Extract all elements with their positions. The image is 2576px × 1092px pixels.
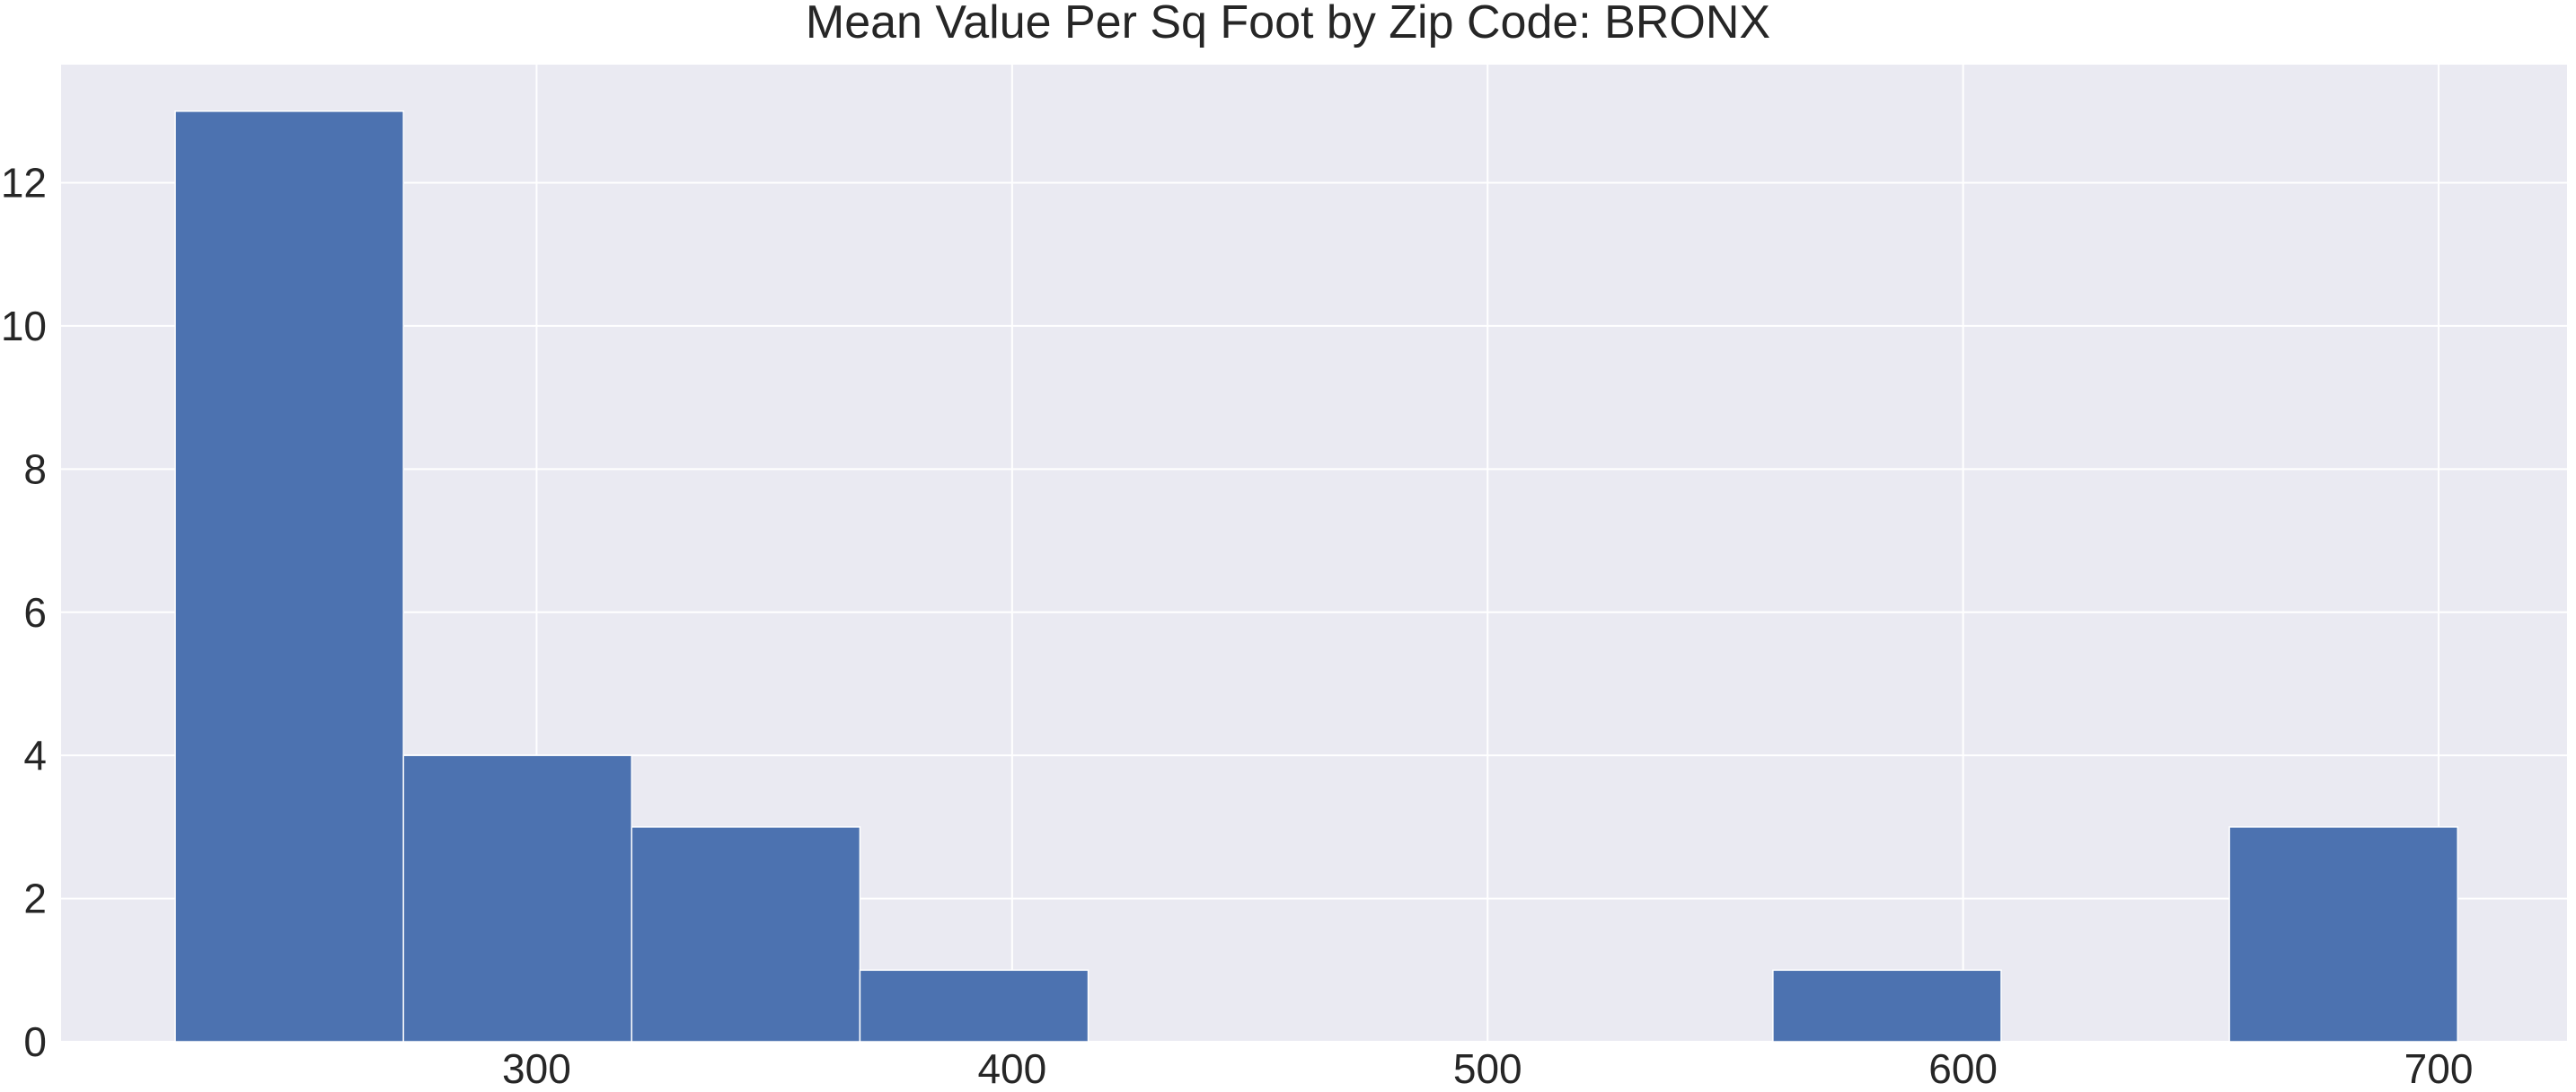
y-tick-label: 0 — [23, 1018, 47, 1065]
histogram-bar — [174, 110, 404, 1043]
y-tick-label: 6 — [23, 589, 47, 636]
bars — [174, 110, 2458, 1043]
histogram-bar — [859, 969, 1090, 1043]
x-axis-ticks: 300 400 500 600 700 — [502, 1045, 2473, 1092]
histogram-bar — [2228, 826, 2458, 1043]
y-axis-ticks: 0 2 4 6 8 10 12 — [1, 160, 47, 1065]
y-tick-label: 4 — [23, 732, 47, 779]
x-tick-label: 500 — [1453, 1045, 1522, 1092]
y-tick-label: 2 — [23, 876, 47, 922]
x-tick-label: 700 — [2404, 1045, 2474, 1092]
y-tick-label: 12 — [1, 160, 47, 207]
x-tick-label: 300 — [502, 1045, 571, 1092]
histogram-bar — [1772, 969, 2002, 1043]
chart-title: Mean Value Per Sq Foot by Zip Code: BRON… — [806, 0, 1770, 48]
y-tick-label: 8 — [23, 445, 47, 492]
y-tick-label: 10 — [1, 303, 47, 349]
x-tick-label: 600 — [1928, 1045, 1998, 1092]
x-tick-label: 400 — [977, 1045, 1046, 1092]
histogram-bar — [402, 754, 633, 1043]
histogram-bar — [631, 826, 861, 1043]
